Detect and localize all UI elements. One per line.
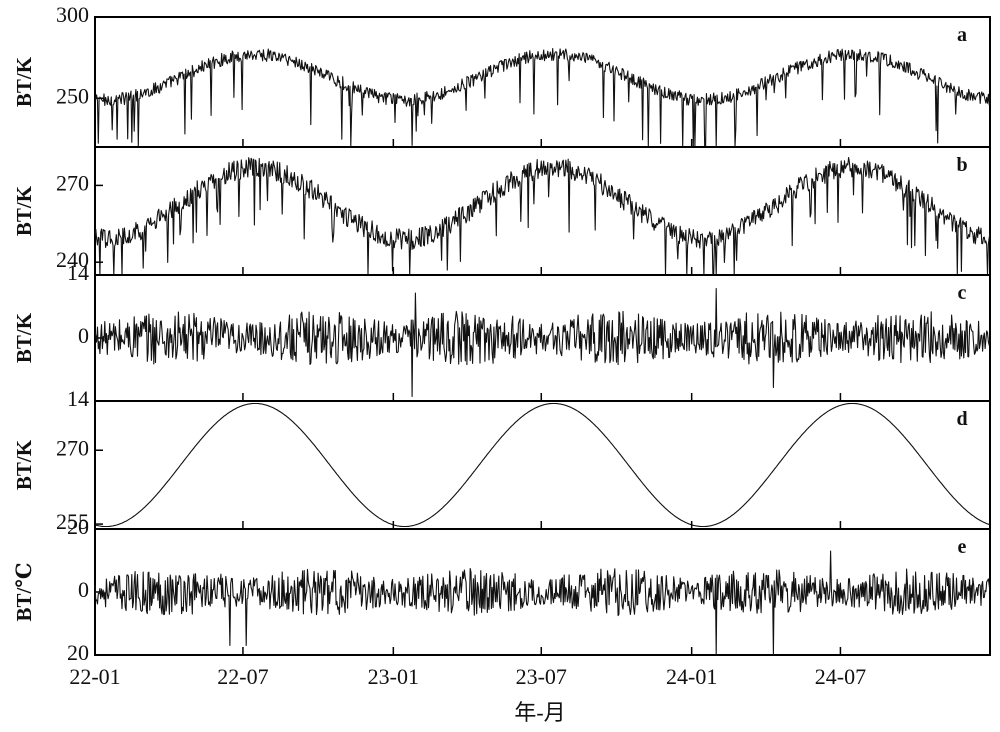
panel-e: BT/℃ 20 0 20 e [12,514,991,665]
y-axis-label: BT/K [12,56,36,107]
panel-d: BT/K 270 255 d [12,400,991,534]
series-line-a [94,48,991,148]
x-axis: 22-01 22-07 23-01 23-07 24-01 24-07 [69,664,866,689]
y-axis-label: BT/K [12,312,36,363]
panel-c: BT/K 14 0 14 c [12,260,991,411]
panel-label: e [958,536,967,558]
x-tick-label: 22-07 [217,664,268,689]
panel-label: a [957,24,967,46]
series-line-d [94,402,991,528]
panel-label: d [956,408,967,430]
panel-label: b [956,154,967,176]
x-tick-label: 24-07 [815,664,866,689]
panel-frame [94,400,991,530]
y-axis-label: BT/K [12,185,36,236]
y-tick-label: 270 [56,170,89,195]
y-tick-label: 20 [67,514,89,539]
x-tick-label: 22-01 [69,664,120,689]
y-axis-label: BT/℃ [12,562,36,621]
x-axis-label: 年-月 [514,700,565,725]
panel-frame [94,274,991,402]
y-tick-label: 255 [56,509,89,534]
y-tick-label: 270 [56,435,89,460]
y-tick-label: 20 [67,640,89,665]
panel-b: BT/K 270 240 b [12,146,991,276]
y-axis-label: BT/K [12,439,36,490]
y-tick-label: 250 [56,83,89,108]
series-line-b [94,156,991,276]
y-tick-label: 300 [56,2,89,27]
series-line-c [94,287,991,398]
x-tick-label: 23-07 [516,664,567,689]
y-tick-label: 240 [56,247,89,272]
panel-label: c [958,282,967,304]
y-tick-label: 0 [78,577,89,602]
y-tick-label: 0 [78,323,89,348]
y-tick-label: 14 [67,260,89,285]
series-line-e [94,550,991,656]
panel-a: BT/K 300 250 a [12,2,991,148]
x-tick-label: 23-01 [368,664,419,689]
x-tick-label: 24-01 [666,664,717,689]
y-tick-label: 14 [67,386,89,411]
